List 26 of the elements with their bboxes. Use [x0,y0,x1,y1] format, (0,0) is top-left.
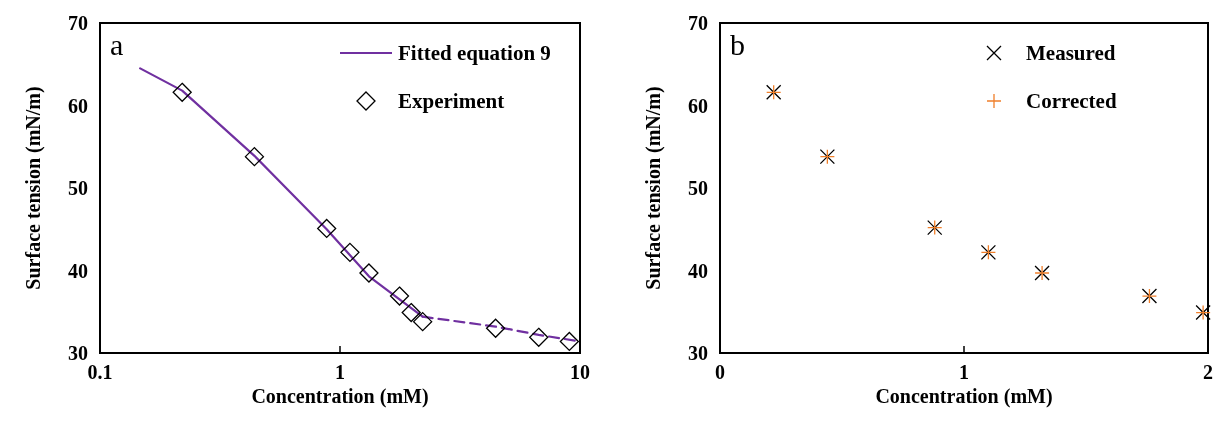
y-tick-label: 30 [68,342,88,364]
y-tick-label: 60 [68,94,88,117]
y-axis-title: Surface tension (mN/m) [22,86,45,290]
x-tick-label: 0.1 [87,361,113,383]
y-tick-label: 70 [68,12,88,34]
x-tick-label: 1 [335,361,345,383]
y-tick-label: 40 [688,259,708,282]
y-tick-label: 50 [688,177,708,199]
y-tick-label: 70 [688,12,708,34]
y-tick-label: 40 [68,259,88,282]
x-tick-label: 2 [1203,361,1213,383]
annotation: b [730,28,745,61]
x-axis-title: Concentration (mM) [875,385,1053,408]
legend-label: Measured [1026,41,1116,65]
x-tick-label: 10 [570,361,590,383]
y-tick-label: 60 [688,94,708,117]
x-tick-label: 0 [715,361,725,383]
annotation: a [110,28,124,61]
y-axis-title: Surface tension (mN/m) [642,86,665,290]
x-tick-label: 1 [959,361,969,383]
y-tick-label: 50 [68,177,88,199]
y-tick-label: 30 [688,342,708,364]
legend-label: Corrected [1026,89,1117,113]
legend-label: Fitted equation 9 [398,41,551,65]
x-axis-title: Concentration (mM) [251,385,429,408]
legend-label: Experiment [398,89,505,113]
